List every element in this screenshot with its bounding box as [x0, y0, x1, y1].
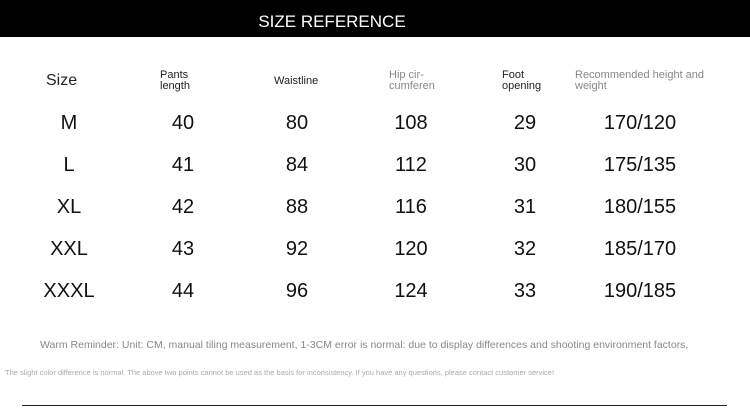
table-cell: XXXL — [43, 280, 95, 302]
table-cell: L — [63, 154, 75, 176]
column-header: cumferen — [389, 80, 435, 92]
title-band — [0, 0, 750, 37]
table-cell: 33 — [513, 280, 537, 302]
divider — [22, 405, 727, 406]
note: The slight color difference is normal. T… — [5, 368, 555, 377]
table-cell: 80 — [285, 112, 309, 134]
table-cell: 44 — [171, 280, 195, 302]
column-header: opening — [502, 80, 542, 92]
table-cell: 116 — [395, 196, 427, 218]
column-header: Pants — [160, 69, 189, 81]
column-header: Size — [46, 72, 78, 89]
column-header: Waistline — [274, 75, 319, 87]
table-cell: 41 — [171, 154, 195, 176]
table-cell: 31 — [513, 196, 537, 218]
table-cell: M — [60, 112, 78, 134]
table-cell: 30 — [513, 154, 537, 176]
table-cell: 29 — [513, 112, 537, 134]
table-cell: 170/120 — [603, 112, 677, 134]
table-cell: 175/135 — [603, 154, 677, 176]
table-cell: 190/185 — [603, 280, 677, 302]
reminder: Warm Reminder: Unit: CM, manual tiling m… — [40, 339, 689, 351]
column-header: Hip cir- — [389, 69, 424, 81]
table-cell: 108 — [394, 112, 428, 134]
table-cell: 92 — [285, 238, 309, 260]
table-cell: 180/155 — [603, 196, 677, 218]
table-cell: 120 — [394, 238, 428, 260]
column-header: length — [160, 80, 190, 92]
table-cell: 124 — [394, 280, 428, 302]
table-cell: 43 — [171, 238, 195, 260]
table-cell: 84 — [285, 154, 309, 176]
table-cell: XL — [56, 196, 82, 218]
column-header: weight — [575, 80, 607, 92]
table-cell: 40 — [171, 112, 195, 134]
table-cell: 42 — [171, 196, 195, 218]
column-header: Recommended height and — [575, 69, 705, 81]
column-header: Foot — [502, 69, 525, 81]
table-cell: 185/170 — [603, 238, 677, 260]
table-cell: 96 — [285, 280, 309, 302]
table-cell: XXL — [50, 238, 88, 260]
table-cell: 32 — [513, 238, 537, 260]
table-cell: 88 — [285, 196, 309, 218]
title: SIZE REFERENCE — [258, 12, 406, 31]
table-cell: 112 — [395, 154, 427, 176]
